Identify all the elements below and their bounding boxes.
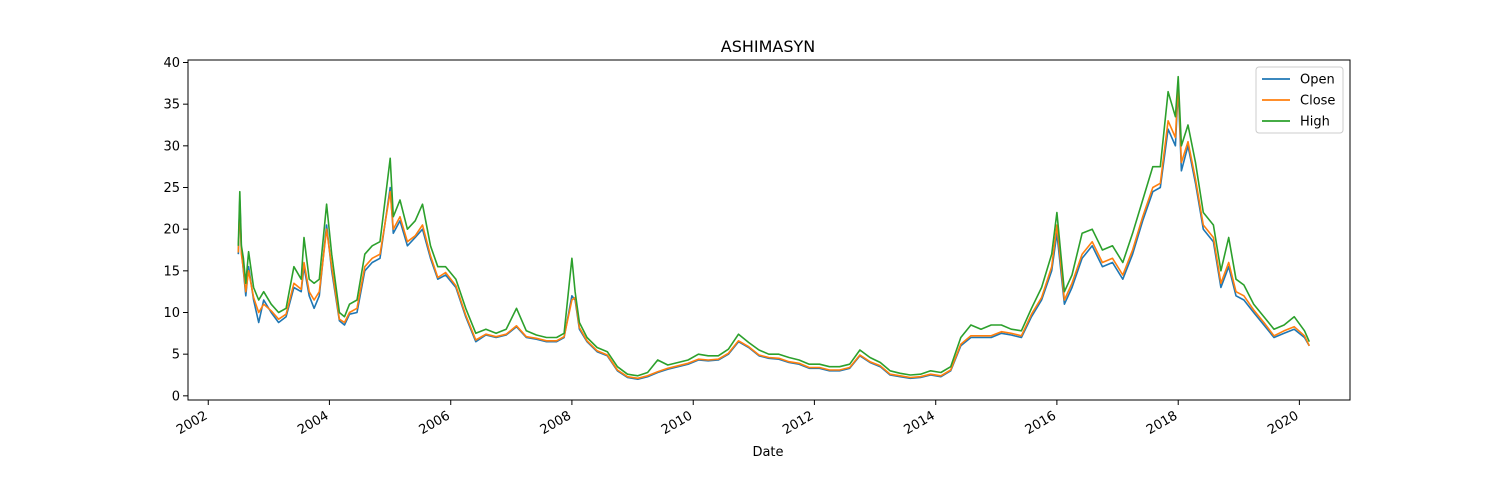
x-tick-label: 2004 [295,408,331,438]
series-line-close [237,82,1311,380]
x-tick-label: 2010 [659,408,695,438]
legend-label-high: High [1300,115,1330,130]
legend: Open Close High [1255,66,1344,134]
series-line-high [237,75,1311,377]
x-tick-label: 2018 [1144,408,1180,438]
x-axis-label: Date [752,445,783,460]
series-line-open [237,86,1310,380]
legend-label-close: Close [1300,94,1335,109]
legend-label-open: Open [1300,73,1335,88]
x-tick-label: 2002 [174,408,210,438]
y-tick-label: 10 [163,306,180,321]
x-tick-label: 2006 [417,408,453,438]
x-tick-label: 2012 [780,408,816,438]
legend-box [1255,66,1344,134]
y-tick-label: 40 [163,56,180,71]
y-tick-label: 0 [172,389,180,404]
chart-title: ASHIMASYN [721,37,816,56]
y-tick-label: 35 [163,98,180,113]
x-tick-label: 2014 [902,408,938,438]
y-tick-label: 5 [172,348,180,363]
x-tick-label: 2016 [1023,408,1059,438]
series-group [237,75,1311,380]
y-tick-label: 20 [163,223,180,238]
y-tick-label: 25 [163,181,180,196]
plot-frame [187,59,1351,401]
x-tick-label: 2020 [1265,408,1301,438]
y-tick-label: 15 [163,264,180,279]
y-axis: 0 5 10 15 20 25 30 35 40 [163,56,188,404]
x-axis: 2002 2004 2006 2008 2010 2012 2014 2016 2018 2020 [174,400,1301,438]
y-tick-label: 30 [163,139,180,154]
x-tick-label: 2008 [538,408,574,438]
